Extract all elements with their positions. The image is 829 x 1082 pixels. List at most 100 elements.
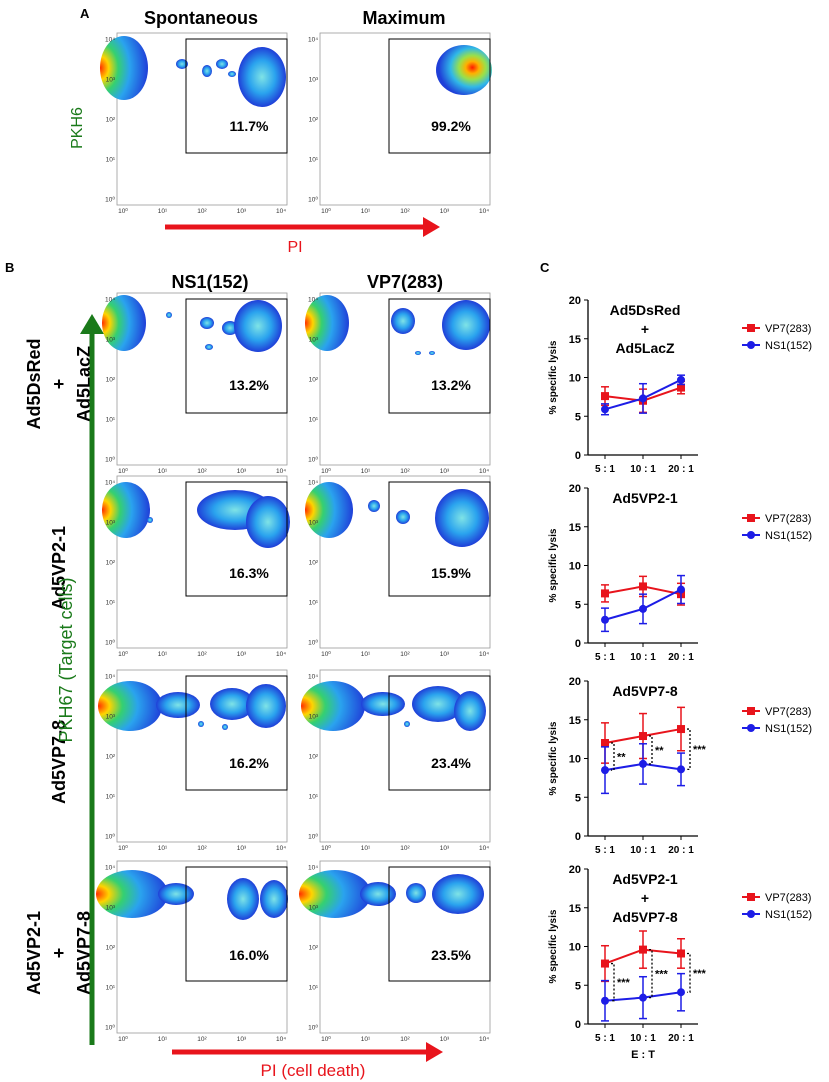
x-tick-label: 10⁴ bbox=[479, 845, 489, 852]
x-axis-label: E : T bbox=[631, 1049, 655, 1061]
density-blob bbox=[435, 489, 489, 547]
y-tick-label: 10³ bbox=[309, 905, 319, 912]
panel-b-xlabel: PI (cell death) bbox=[261, 1061, 366, 1080]
data-point bbox=[601, 405, 609, 414]
density-edge bbox=[305, 482, 353, 538]
x-tick-label: 10² bbox=[400, 845, 410, 852]
density-blob bbox=[216, 59, 228, 69]
x-tick-label: 10 : 1 bbox=[630, 1033, 656, 1044]
data-point bbox=[677, 383, 685, 392]
significance-bracket bbox=[649, 735, 653, 765]
density-blob bbox=[415, 351, 421, 355]
data-point bbox=[601, 739, 609, 747]
gate-percentage: 13.2% bbox=[431, 377, 471, 393]
density-hot-blob bbox=[436, 45, 492, 95]
gate bbox=[388, 298, 491, 414]
series-NS1(152) bbox=[601, 743, 685, 795]
density-blob bbox=[412, 686, 464, 722]
density-blob bbox=[222, 724, 228, 730]
density-blob bbox=[222, 321, 238, 335]
y-tick-label: 10³ bbox=[106, 520, 116, 527]
density-blob bbox=[260, 880, 288, 918]
x-tick-label: 10⁴ bbox=[276, 845, 286, 852]
x-tick-label: 20 : 1 bbox=[668, 845, 694, 856]
panel-a-ylabel: PKH6 bbox=[69, 107, 86, 149]
x-tick-label: 10³ bbox=[237, 208, 247, 215]
y-axis-label: % specific lysis bbox=[548, 528, 559, 602]
y-axis-label: % specific lysis bbox=[548, 721, 559, 795]
panel-b-col-title-vp7: VP7(283) bbox=[367, 272, 443, 292]
x-tick-label: 10⁰ bbox=[321, 207, 331, 215]
gate bbox=[185, 866, 288, 982]
density-blob bbox=[198, 721, 204, 727]
panel-b-x-arrow-head bbox=[426, 1042, 443, 1062]
x-tick-label: 10¹ bbox=[361, 651, 371, 658]
y-tick-label: 10⁰ bbox=[105, 639, 115, 647]
x-tick-label: 10³ bbox=[237, 468, 247, 475]
legend-label: NS1(152) bbox=[765, 909, 812, 921]
data-point bbox=[601, 996, 609, 1005]
x-tick-label: 10¹ bbox=[361, 1036, 371, 1043]
panel-b-ylabel: PKH67 (Target cells) bbox=[56, 577, 76, 742]
y-tick-label: 10⁰ bbox=[105, 196, 115, 204]
line-chart-1: 0 5 10 15 20 5 : 1 10 : 1 20 : 1 % specific lysi… bbox=[548, 295, 812, 475]
y-tick-label: 10⁴ bbox=[105, 37, 115, 44]
y-tick-label: 10² bbox=[106, 945, 116, 952]
density-edge bbox=[100, 36, 148, 100]
x-tick-label: 10¹ bbox=[158, 845, 168, 852]
y-tick-label: 10³ bbox=[309, 714, 319, 721]
data-point bbox=[639, 993, 647, 1002]
plot-a-maximum: 99.2% bbox=[319, 32, 492, 206]
chart-title: + bbox=[641, 890, 649, 906]
legend-marker bbox=[747, 707, 755, 715]
line-chart-4: 0 5 10 15 20 5 : 1 10 : 1 20 : 1 % specific lysi… bbox=[548, 864, 812, 1061]
y-tick-label: 10² bbox=[309, 117, 319, 124]
legend-marker bbox=[747, 910, 755, 918]
density-blob bbox=[147, 517, 153, 523]
plot-b-r1-vp7: 13.2% bbox=[305, 292, 491, 466]
x-tick-label: 10¹ bbox=[158, 468, 168, 475]
y-tick-label: 10 bbox=[569, 942, 581, 954]
significance-label: ** bbox=[617, 752, 626, 764]
y-tick-label: 0 bbox=[575, 638, 581, 650]
gate bbox=[185, 675, 288, 791]
x-tick-label: 20 : 1 bbox=[668, 1033, 694, 1044]
x-tick-label: 10⁴ bbox=[479, 651, 489, 658]
y-tick-label: 10⁰ bbox=[308, 833, 318, 841]
y-tick-label: 10³ bbox=[309, 337, 319, 344]
plot-b-r1-ns1: 13.2% bbox=[102, 292, 288, 466]
gate-percentage: 13.2% bbox=[229, 377, 269, 393]
x-tick-label: 20 : 1 bbox=[668, 652, 694, 663]
y-tick-label: 5 bbox=[575, 980, 581, 992]
y-axis-label: % specific lysis bbox=[548, 909, 559, 983]
x-tick-label: 10 : 1 bbox=[630, 845, 656, 856]
density-edge bbox=[305, 295, 349, 351]
data-point bbox=[639, 394, 647, 403]
y-tick-label: 10² bbox=[309, 560, 319, 567]
x-tick-label: 10¹ bbox=[361, 468, 371, 475]
panel-c-letter: C bbox=[540, 260, 550, 275]
significance-bracket bbox=[611, 742, 615, 771]
series-NS1(152) bbox=[601, 374, 685, 416]
density-blob bbox=[158, 883, 194, 905]
density-blob bbox=[246, 684, 286, 728]
x-tick-label: 10⁴ bbox=[276, 651, 286, 658]
data-point bbox=[677, 949, 685, 958]
legend-marker bbox=[747, 341, 755, 349]
x-tick-label: 10¹ bbox=[361, 845, 371, 852]
y-tick-label: 20 bbox=[569, 295, 581, 307]
density-blob bbox=[166, 312, 172, 318]
y-tick-label: 10⁴ bbox=[105, 480, 115, 487]
y-tick-label: 0 bbox=[575, 1019, 581, 1031]
y-tick-label: 10⁰ bbox=[308, 456, 318, 464]
data-point bbox=[677, 725, 685, 734]
y-tick-label: 10⁰ bbox=[105, 833, 115, 841]
gate bbox=[185, 298, 288, 414]
gate bbox=[388, 481, 491, 597]
data-point bbox=[639, 582, 647, 591]
significance-label: *** bbox=[693, 744, 707, 756]
panel-b-y-arrow-head bbox=[80, 314, 104, 334]
line-charts: 0 5 10 15 20 5 : 1 10 : 1 20 : 1 % specific lysi… bbox=[548, 295, 812, 1061]
significance-bracket bbox=[687, 728, 691, 770]
